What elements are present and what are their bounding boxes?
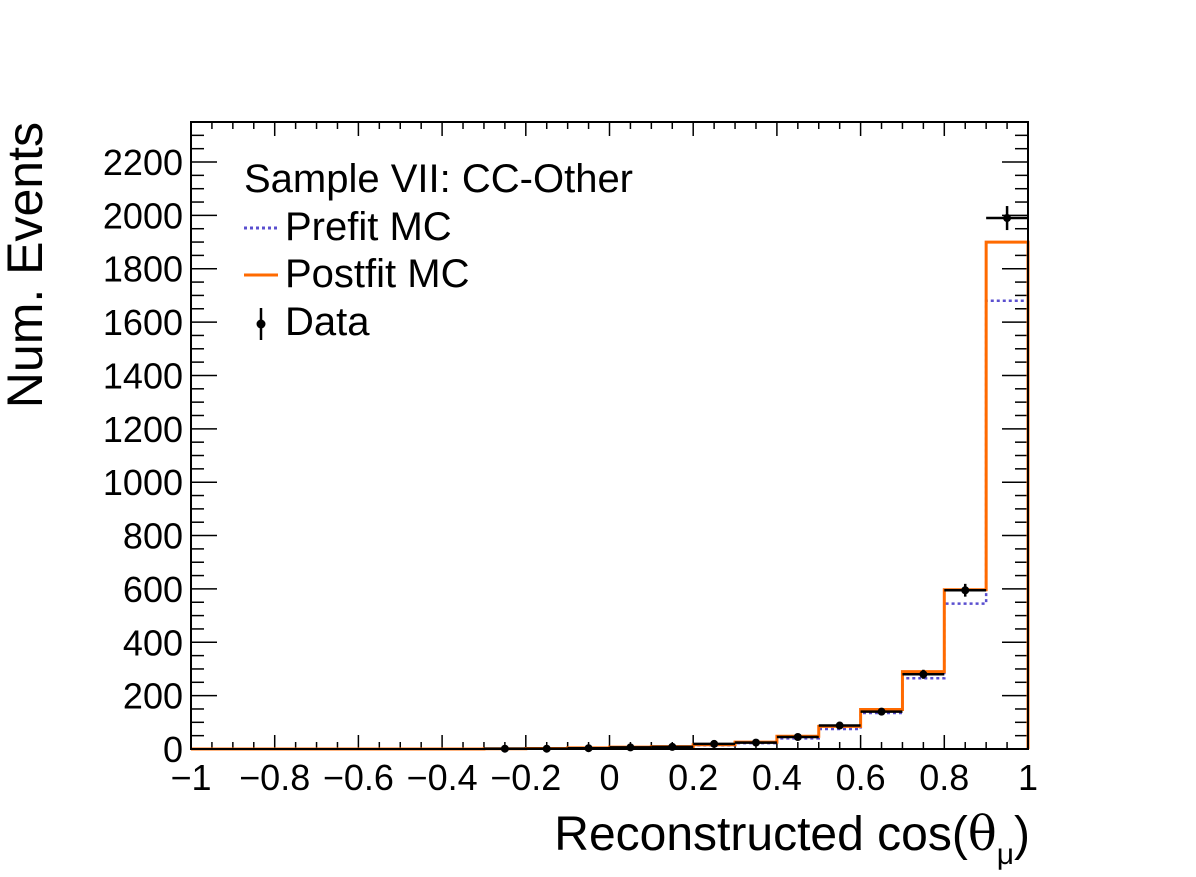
data-point-marker (877, 707, 886, 716)
x-tick-label: −0.8 (239, 757, 310, 798)
data-point (735, 738, 777, 747)
y-tick-label: 800 (123, 516, 183, 557)
data-point-marker (1003, 214, 1012, 223)
legend-data-marker (256, 319, 266, 329)
x-axis-title-symbol: θ (968, 806, 997, 862)
legend-header: Sample VII: CC-Other (244, 157, 633, 201)
x-tick-label: 0 (599, 757, 619, 798)
y-tick-label: 1000 (103, 462, 183, 503)
y-tick-label: 2000 (103, 195, 183, 236)
y-tick-label: 200 (123, 676, 183, 717)
legend: Sample VII: CC-Other Prefit MC Postfit M… (244, 157, 633, 344)
y-axis-title: Num. Events (0, 122, 53, 408)
x-tick-label: 0.8 (919, 757, 969, 798)
data-point-marker (961, 586, 970, 595)
x-tick-label: −0.6 (323, 757, 394, 798)
data-point-marker (710, 739, 719, 748)
legend-postfit-label: Postfit MC (285, 252, 469, 296)
x-tick-label: 0.4 (752, 757, 802, 798)
y-tick-label: 1400 (103, 355, 183, 396)
x-tick-label: −0.4 (407, 757, 478, 798)
y-tick-label: 1600 (103, 302, 183, 343)
x-tick-label: 0.2 (668, 757, 718, 798)
data-series (483, 206, 1028, 753)
plot-frame (190, 121, 1029, 750)
data-point (776, 732, 819, 741)
y-tick-label: 0 (163, 729, 183, 770)
y-tick-label: 1200 (103, 409, 183, 450)
y-tick-label: 1800 (103, 249, 183, 290)
x-axis-title-text: Reconstructed cos( (554, 808, 968, 861)
data-point (944, 583, 987, 597)
x-tick-labels: −1 −0.8 −0.6 −0.4 −0.2 0 0.2 0.4 0.6 0.8 1 (170, 757, 1038, 798)
x-tick-label: −1 (170, 757, 211, 798)
data-point-marker (751, 738, 760, 747)
y-tick-labels: 0 200 400 600 800 1000 1200 1400 1600 1800 2000 220… (103, 142, 183, 770)
x-axis-title-close: ) (1014, 808, 1030, 861)
data-point (902, 669, 945, 679)
data-point (860, 707, 903, 716)
x-axis-title: Reconstructed cos(θμ) (554, 806, 1030, 871)
data-point-marker (919, 670, 928, 679)
data-point-marker (793, 732, 802, 741)
x-tick-label: 0.6 (836, 757, 886, 798)
data-point (609, 743, 652, 752)
data-point-marker (626, 743, 635, 752)
x-tick-label: −0.2 (490, 757, 561, 798)
y-tick-label: 2200 (103, 142, 183, 183)
x-tick-label: 1 (1018, 757, 1038, 798)
data-point (986, 206, 1028, 231)
data-point (693, 739, 736, 748)
legend-data-label: Data (285, 300, 370, 344)
data-point-marker (835, 721, 844, 730)
y-tick-label: 600 (123, 569, 183, 610)
x-axis-title-subscript: μ (997, 838, 1014, 871)
legend-prefit-label: Prefit MC (285, 205, 452, 249)
svg-text:Reconstructed cos(θμ): Reconstructed cos(θμ) (554, 806, 1030, 871)
y-tick-label: 400 (123, 622, 183, 663)
data-point (818, 721, 861, 730)
